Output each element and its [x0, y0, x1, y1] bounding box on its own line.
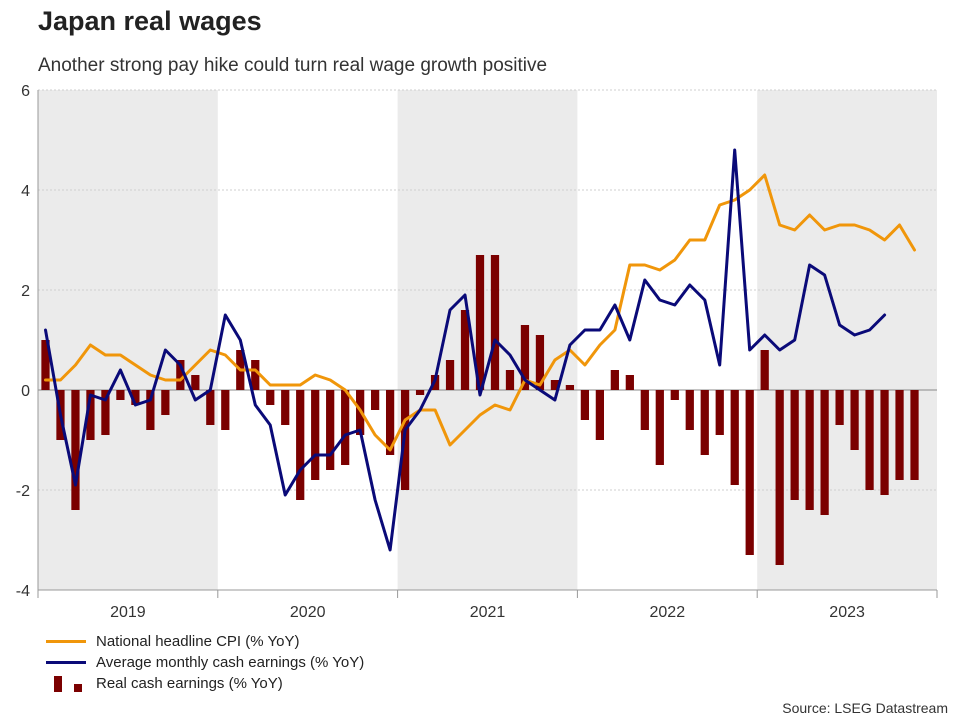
- real-earnings-bar: [101, 390, 110, 435]
- real-earnings-bar: [535, 335, 545, 390]
- real-earnings-bar: [71, 390, 80, 510]
- real-earnings-bar: [685, 390, 694, 430]
- real-earnings-bar: [880, 390, 889, 495]
- earnings-line: [44, 148, 887, 552]
- real-earnings-bar: [640, 390, 649, 430]
- chart-title: Japan real wages: [38, 6, 262, 36]
- real-swatch: [46, 675, 86, 692]
- real-earnings-bar: [341, 390, 350, 465]
- real-earnings-bar: [221, 390, 230, 430]
- real-earnings-bar: [176, 360, 185, 390]
- chart-subtitle: Another strong pay hike could turn real …: [38, 55, 548, 76]
- real-earnings-bar: [610, 370, 619, 390]
- real-earnings-bar: [116, 390, 125, 400]
- real-earnings-bar: [865, 390, 874, 490]
- real-earnings-bar: [820, 390, 829, 515]
- real-earnings-bar: [326, 390, 335, 470]
- real-earnings-bar: [760, 350, 769, 390]
- legend-label-cpi: National headline CPI (% YoY): [96, 633, 300, 650]
- real-earnings-bar: [910, 390, 919, 480]
- real-earnings-bar: [311, 390, 320, 480]
- real-earnings-bar: [385, 390, 395, 455]
- real-earnings-bar: [700, 390, 709, 455]
- real-earnings-bar: [805, 390, 814, 510]
- legend-item-real: Real cash earnings (% YoY): [46, 673, 364, 694]
- real-earnings-bar: [161, 390, 170, 415]
- legend: National headline CPI (% YoY) Average mo…: [46, 631, 364, 694]
- real-earnings-bar: [475, 255, 485, 390]
- series-lines: [44, 148, 916, 552]
- legend-label-earnings: Average monthly cash earnings (% YoY): [96, 654, 365, 671]
- real-earnings-bar: [266, 390, 275, 405]
- real-earnings-bar: [745, 390, 754, 555]
- cpi-line: [44, 173, 916, 452]
- real-earnings-bar: [146, 390, 155, 430]
- y-tick-label: 0: [21, 383, 30, 400]
- real-earnings-bar: [625, 375, 634, 390]
- real-earnings-bar: [371, 390, 380, 410]
- shade-2023: [757, 90, 937, 590]
- y-tick-label: 6: [21, 83, 30, 100]
- real-earnings-bar: [670, 390, 679, 400]
- real-earnings-bar: [520, 325, 530, 390]
- real-earnings-bar: [655, 390, 664, 465]
- legend-label-real: Real cash earnings (% YoY): [96, 675, 283, 692]
- real-earnings-bar: [206, 390, 215, 425]
- earnings-swatch: [46, 661, 86, 664]
- real-earnings-bar: [281, 390, 290, 425]
- x-tick-label-2023: 2023: [829, 604, 865, 621]
- year-shading: [38, 90, 937, 590]
- x-tick-label-2021: 2021: [470, 604, 506, 621]
- real-earnings-bar: [715, 390, 724, 435]
- real-earnings-bar: [790, 390, 799, 500]
- x-tick-label-2019: 2019: [110, 604, 146, 621]
- real-earnings-bar: [505, 370, 515, 390]
- legend-item-cpi: National headline CPI (% YoY): [46, 631, 364, 652]
- real-earnings-bar: [415, 390, 425, 395]
- source-note: Source: LSEG Datastream: [782, 700, 948, 716]
- real-earnings-bar: [775, 390, 784, 565]
- axes: -4 -2 0 2 4 6 2019 2020 2021 2022 2023: [16, 83, 938, 621]
- real-earnings-bar: [296, 390, 305, 500]
- chart-area: -4 -2 0 2 4 6 2019 2020 2021 2022 2023: [16, 83, 938, 621]
- real-earnings-bar: [490, 255, 500, 390]
- real-earnings-bar: [445, 360, 455, 390]
- real-earnings-bar: [131, 390, 140, 405]
- real-earnings-bar: [251, 360, 260, 390]
- real-earnings-bar: [730, 390, 739, 485]
- legend-item-earnings: Average monthly cash earnings (% YoY): [46, 652, 364, 673]
- real-earnings-bar: [460, 310, 470, 390]
- real-earnings-bar: [86, 390, 95, 440]
- real-earnings-bar: [191, 375, 200, 390]
- real-earnings-bar: [895, 390, 904, 480]
- y-tick-label: 2: [21, 283, 30, 300]
- real-earnings-bar: [550, 380, 560, 390]
- y-tick-label: -4: [16, 583, 30, 600]
- real-earnings-bar: [580, 390, 590, 420]
- cpi-swatch: [46, 640, 86, 643]
- real-earnings-bar: [595, 390, 604, 440]
- real-earnings-bar: [565, 385, 575, 390]
- x-tick-label-2020: 2020: [290, 604, 326, 621]
- shade-2019: [38, 90, 218, 590]
- y-tick-label: -2: [16, 483, 30, 500]
- y-tick-label: 4: [21, 183, 30, 200]
- real-earnings-bar: [835, 390, 844, 425]
- real-earnings-bar: [41, 340, 50, 390]
- real-earnings-bar: [850, 390, 859, 450]
- x-tick-label-2022: 2022: [650, 604, 686, 621]
- shade-2021: [397, 90, 578, 590]
